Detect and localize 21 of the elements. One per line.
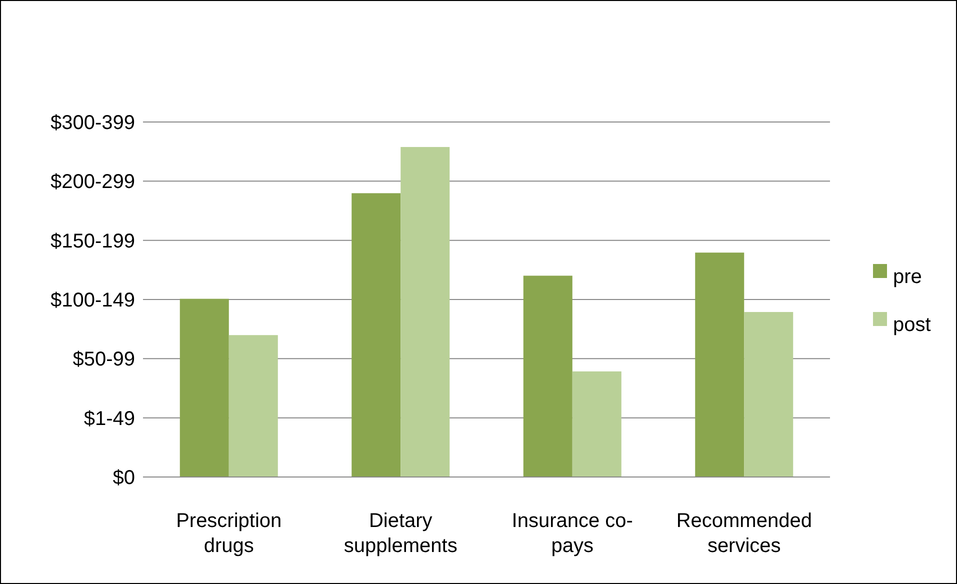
category-label: $300-399 (50, 112, 135, 134)
bar (228, 335, 278, 477)
category-label: $100-149 (50, 290, 135, 312)
x-tick-label: Prescription drugs (176, 510, 282, 557)
bar (744, 312, 794, 477)
legend-label: post (893, 314, 932, 336)
legend-label: pre (893, 266, 922, 288)
category-label: $1-49 (84, 408, 135, 430)
bar (572, 371, 622, 477)
category-label: $50-99 (72, 348, 135, 371)
bar (180, 298, 229, 477)
category-label: $200-299 (50, 171, 135, 194)
x-tick-label: Dietary supplements (344, 510, 458, 557)
category-label: $150-199 (50, 230, 135, 252)
category-label: $0 (112, 467, 135, 489)
bar (352, 193, 401, 477)
bar (523, 276, 572, 477)
x-tick-label: Insurance co-pays (512, 510, 633, 557)
x-tick-label: Recommended services (676, 510, 812, 557)
bar (400, 147, 450, 477)
bar (695, 252, 744, 477)
